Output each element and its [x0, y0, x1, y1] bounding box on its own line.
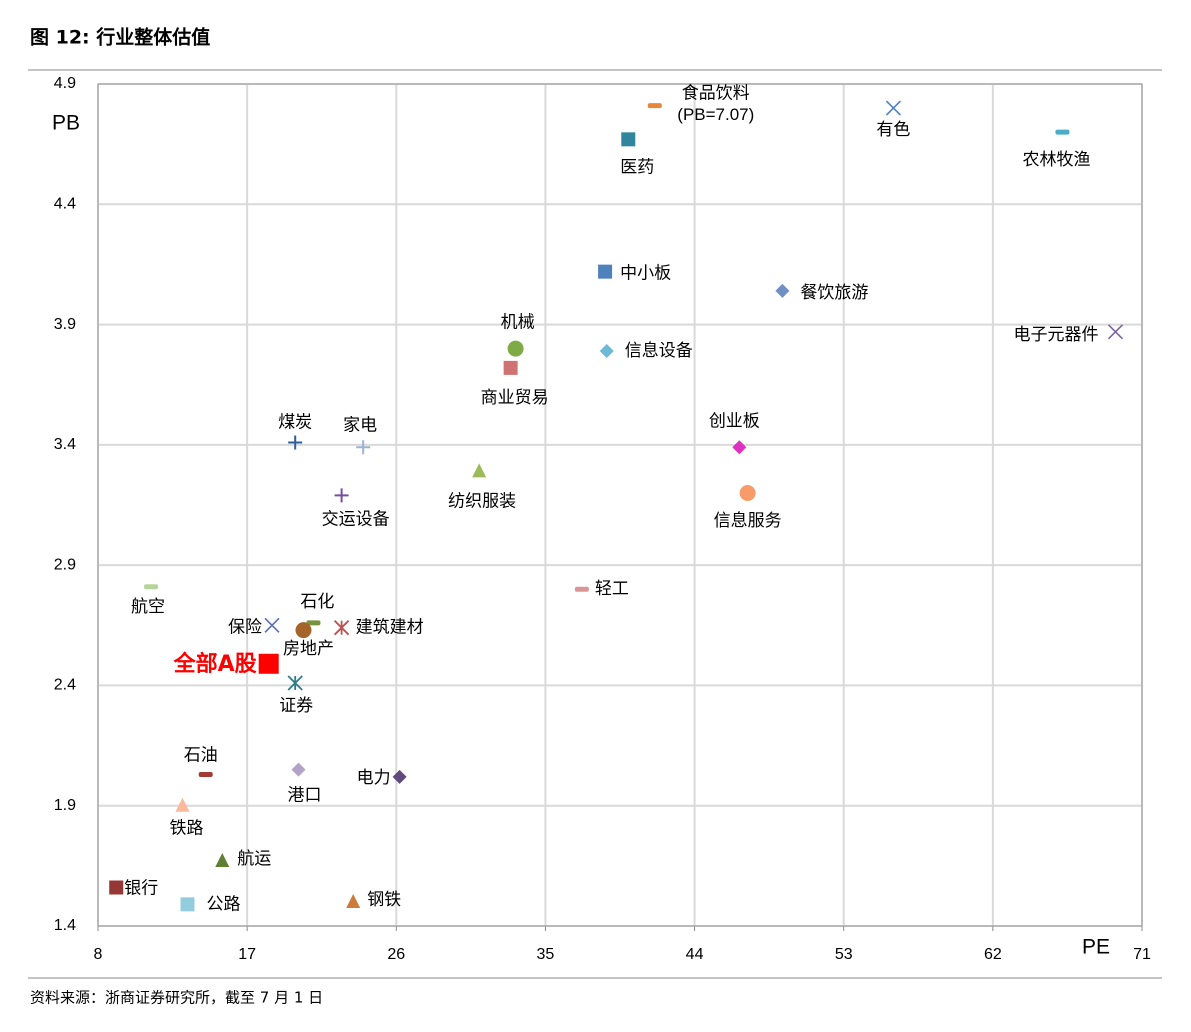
point-label: 石化	[300, 592, 334, 612]
point-label: 信息设备	[625, 341, 693, 361]
point-label: 公路	[206, 894, 240, 914]
point-label: 建筑建材	[356, 618, 424, 638]
marker	[598, 264, 613, 279]
point-label: 港口	[288, 786, 322, 806]
chart-title: 图 12: 行业整体估值	[30, 26, 210, 49]
point-label: 航运	[237, 849, 271, 869]
marker	[264, 617, 280, 633]
marker	[503, 360, 518, 375]
marker	[215, 853, 230, 868]
marker	[291, 762, 306, 777]
marker	[599, 344, 614, 359]
marker	[356, 440, 371, 455]
marker	[258, 653, 279, 674]
point-label: 中小板	[620, 264, 671, 284]
plot-frame	[97, 83, 1143, 927]
y-tick-label: 3.4	[54, 436, 76, 453]
point-label: 铁路	[170, 819, 204, 839]
point-label: 商业贸易	[481, 388, 549, 408]
x-tick-label: 53	[835, 946, 853, 963]
marker	[392, 769, 407, 784]
y-tick-label: 1.9	[54, 797, 76, 814]
marker	[472, 463, 487, 478]
marker	[1055, 129, 1070, 135]
point-label: 全部A股	[173, 651, 257, 677]
point-label: 餐饮旅游	[800, 283, 868, 303]
x-tick-label: 26	[387, 946, 405, 963]
point-label: 有色	[876, 120, 910, 140]
y-tick-label: 2.9	[54, 556, 76, 573]
point-label: 机械	[501, 313, 535, 333]
marker	[198, 771, 213, 777]
point-label: 农林牧渔	[1022, 150, 1090, 170]
point-label: 石油	[184, 745, 218, 765]
y-tick-label: 4.4	[54, 196, 76, 213]
point-label: 证券	[279, 696, 313, 716]
x-tick-label: 17	[238, 946, 256, 963]
y-tick-label: 4.9	[54, 75, 76, 92]
point-label: 交运设备	[322, 509, 390, 529]
marker	[739, 484, 756, 501]
point-label: 创业板	[709, 411, 760, 431]
point-label: 纺织服装	[448, 491, 516, 511]
marker	[1107, 324, 1124, 340]
x-tick-label: 62	[984, 946, 1002, 963]
x-tick-label: 35	[537, 946, 555, 963]
marker	[180, 897, 195, 912]
point-label: 轻工	[595, 579, 629, 599]
x-tick-label: 8	[94, 946, 103, 963]
point-label: 煤炭	[278, 412, 312, 432]
marker	[885, 100, 901, 116]
marker	[144, 584, 159, 590]
point-label: 家电	[343, 415, 377, 435]
marker	[306, 620, 321, 626]
marker	[109, 880, 124, 895]
y-tick-label: 3.9	[54, 316, 76, 333]
y-axis-label: PB	[52, 112, 80, 135]
point-label: 保险	[228, 617, 262, 637]
marker	[647, 103, 662, 109]
x-axis-label: PE	[1082, 936, 1110, 959]
marker	[288, 435, 303, 450]
point-label: 房地产	[283, 639, 334, 659]
point-label: 信息服务	[714, 511, 782, 531]
point-label: 钢铁	[367, 890, 401, 910]
source: 资料来源：浙商证券研究所，截至 7 月 1 日	[30, 989, 323, 1007]
marker	[732, 440, 747, 455]
marker	[295, 622, 312, 639]
point-label: 银行	[124, 879, 158, 899]
y-tick-label: 2.4	[54, 677, 76, 694]
marker	[574, 586, 589, 592]
marker	[507, 340, 524, 357]
x-tick-label: 44	[686, 946, 704, 963]
marker	[334, 488, 349, 503]
point-note: (PB=7.07)	[677, 105, 754, 124]
marker	[287, 675, 303, 691]
marker	[346, 893, 361, 908]
marker	[621, 132, 636, 147]
marker	[333, 620, 350, 636]
point-label: 医药	[620, 157, 654, 177]
point-label: 电力	[357, 768, 391, 788]
x-tick-label: 71	[1133, 946, 1151, 963]
point-label: 食品饮料	[682, 84, 750, 104]
marker	[175, 797, 190, 812]
y-tick-label: 1.4	[54, 917, 76, 934]
point-label: 电子元器件	[1013, 325, 1098, 345]
marker	[775, 283, 790, 298]
point-label: 航空	[131, 597, 165, 617]
